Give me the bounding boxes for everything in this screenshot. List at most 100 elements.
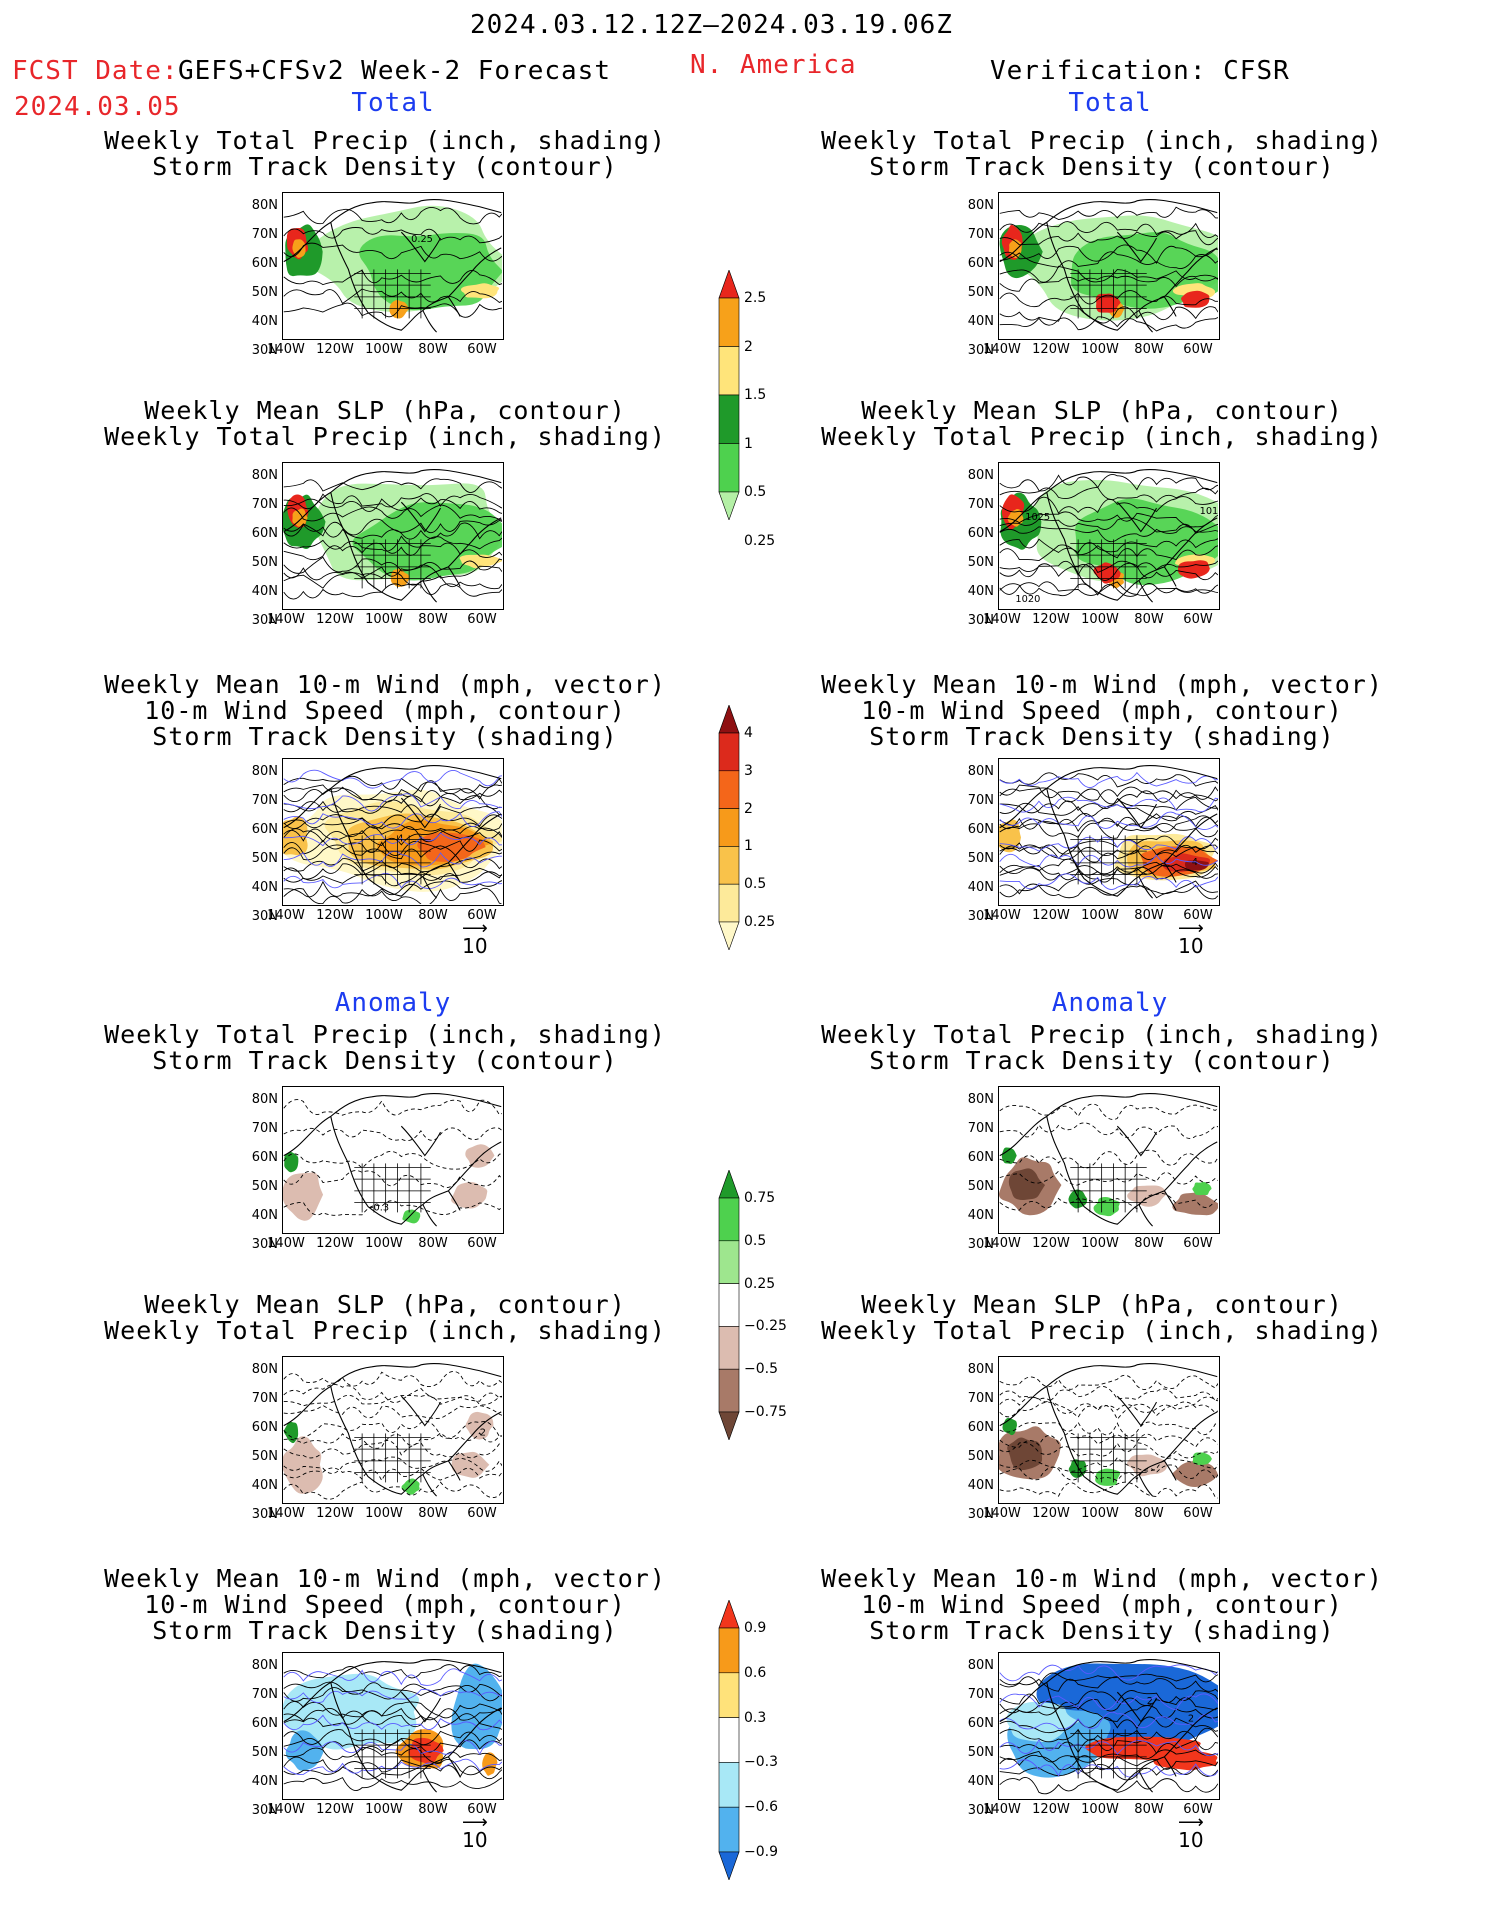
- anom-shade: [402, 1209, 421, 1224]
- section-anomaly-right: Anomaly: [1051, 988, 1169, 1018]
- coastline-path: [283, 1363, 502, 1427]
- lon-tick-label: 80W: [418, 342, 448, 357]
- contour-line: [283, 813, 502, 830]
- coastline-path: [1163, 296, 1177, 317]
- lat-tick-label: 30N: [251, 1803, 278, 1818]
- lon-tick-label: 140W: [267, 612, 305, 627]
- contour-line: [999, 1192, 1218, 1211]
- map-svg: 2: [283, 1363, 502, 1500]
- anom-shade: [1127, 1185, 1166, 1207]
- panel-title-line: Weekly Mean 10-m Wind (mph, vector): [104, 670, 666, 699]
- contour-line: [283, 775, 502, 794]
- contour-line: [283, 811, 502, 829]
- colorbar-label: −0.6: [744, 1799, 778, 1816]
- contour-line: [283, 1765, 502, 1780]
- fcst-date-value: 2024.03.05: [14, 92, 181, 122]
- panel-title-line: 10-m Wind Speed (mph, contour): [144, 1590, 626, 1619]
- coastline-path: [447, 1756, 461, 1777]
- reference-arrow-icon: ⟶: [462, 1812, 488, 1833]
- coastline-path: [999, 1363, 1218, 1427]
- panel-title-line: Storm Track Density (contour): [869, 152, 1335, 181]
- lat-tick-label: 80N: [251, 468, 278, 483]
- lat-tick-label: 70N: [251, 227, 278, 242]
- lat-tick-label: 60N: [251, 1420, 278, 1435]
- coastline-path: [1138, 1204, 1153, 1227]
- contour-line: [283, 1683, 502, 1702]
- colorbar-segment: [718, 883, 740, 923]
- contour-line: [283, 1099, 502, 1116]
- anom-shade: [284, 1152, 299, 1173]
- reference-arrow-icon: ⟶: [462, 918, 488, 939]
- contour-line: [283, 583, 502, 600]
- lat-tick-label: 50N: [967, 555, 994, 570]
- contour-line: [283, 518, 502, 537]
- anom-shade: [283, 1172, 324, 1221]
- contour-line: [283, 542, 502, 561]
- lon-tick-label: 120W: [316, 1802, 354, 1817]
- map-plot: [998, 1356, 1220, 1504]
- panel-title-line: Storm Track Density (contour): [152, 1046, 618, 1075]
- coastline-path: [1046, 1116, 1218, 1225]
- contour-line: [999, 1122, 1218, 1139]
- panel-title-line: Weekly Mean SLP (hPa, contour): [144, 396, 626, 425]
- lat-tick-label: 80N: [251, 764, 278, 779]
- lon-tick-label: 140W: [983, 908, 1021, 923]
- panel-title: Weekly Mean SLP (hPa, contour) Weekly Tot…: [821, 1292, 1383, 1344]
- lon-tick-label: 60W: [467, 1506, 497, 1521]
- contour-line: [283, 1200, 502, 1216]
- contour-line: [283, 571, 502, 590]
- reference-vector-value: 10: [462, 934, 488, 958]
- contour-line: [999, 583, 1218, 597]
- contour-line: [999, 1385, 1218, 1403]
- lon-tick-label: 120W: [1032, 908, 1070, 923]
- lon-tick-label: 100W: [365, 342, 403, 357]
- coastline-path: [1138, 310, 1153, 333]
- colorbar-label: 3: [744, 762, 753, 779]
- lon-tick-label: 60W: [467, 342, 497, 357]
- lon-tick-label: 120W: [316, 612, 354, 627]
- lat-tick-label: 70N: [251, 793, 278, 808]
- lon-tick-label: 60W: [467, 908, 497, 923]
- lon-tick-label: 80W: [1134, 612, 1164, 627]
- lat-tick-label: 60N: [967, 1150, 994, 1165]
- map-plot: [282, 462, 504, 610]
- panel-title-line: Storm Track Density (contour): [869, 1046, 1335, 1075]
- track-label: 4: [1192, 857, 1198, 868]
- coastline-path: [1116, 501, 1157, 533]
- forecast-name: GEFS+CFSv2 Week-2 Forecast: [178, 56, 611, 86]
- reference-vector: ⟶ 10: [1178, 920, 1204, 959]
- lon-tick-label: 80W: [418, 1506, 448, 1521]
- contour-line: [283, 1127, 502, 1142]
- anom-shade: [1192, 1452, 1212, 1466]
- lon-tick-label: 60W: [1183, 1236, 1213, 1251]
- map-svg: [999, 199, 1218, 333]
- coastline-path: [1046, 788, 1218, 897]
- coastline-path: [999, 765, 1218, 829]
- panel-title-line: Storm Track Density (shading): [869, 722, 1335, 751]
- lat-tick-label: 50N: [967, 1449, 994, 1464]
- precip-shade: [460, 283, 500, 299]
- anom-shade: [283, 1436, 323, 1494]
- contour-line: [999, 772, 1218, 788]
- colorbar-segment: [718, 1240, 740, 1284]
- lon-tick-label: 60W: [467, 1802, 497, 1817]
- lon-tick-label: 100W: [1081, 1236, 1119, 1251]
- panel-title-line: Weekly Total Precip (inch, shading): [821, 126, 1383, 155]
- lon-tick-label: 120W: [1032, 612, 1070, 627]
- coastline-path: [1138, 876, 1153, 899]
- lon-tick-label: 60W: [1183, 908, 1213, 923]
- lat-tick-label: 50N: [251, 1449, 278, 1464]
- colorbar-segment: [718, 770, 740, 809]
- colorbar-label: −0.25: [744, 1318, 787, 1335]
- lon-tick-label: 100W: [365, 1506, 403, 1521]
- contour-line: [999, 1464, 1218, 1482]
- colorbar-segment: [718, 1806, 740, 1853]
- panel-title-line: Weekly Total Precip (inch, shading): [821, 1316, 1383, 1345]
- contour-line: [283, 288, 502, 305]
- colorbar-label: 0.25: [744, 914, 776, 930]
- contour-line: [999, 1456, 1218, 1472]
- contour-line: [999, 1170, 1218, 1186]
- lon-tick-label: 140W: [267, 1236, 305, 1251]
- lon-tick-label: 80W: [418, 1236, 448, 1251]
- lon-tick-label: 100W: [1081, 1802, 1119, 1817]
